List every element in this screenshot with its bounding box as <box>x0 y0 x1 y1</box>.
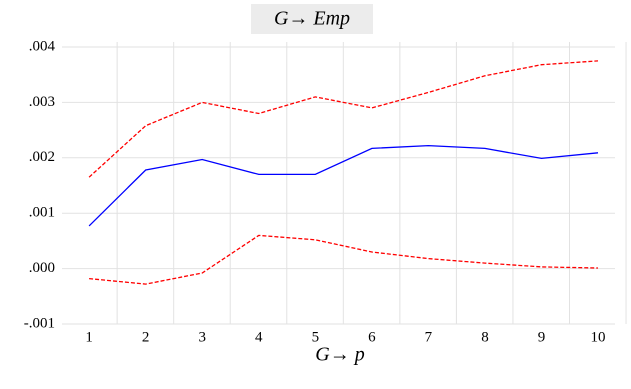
y-tick-label: .002 <box>29 149 55 165</box>
series-line <box>89 234 599 285</box>
x-tick-label: 10 <box>591 329 606 345</box>
x-tick-label: 5 <box>312 329 320 345</box>
series-line <box>88 60 599 178</box>
x-tick-label: 8 <box>481 329 489 345</box>
chart-title: G→ Emp <box>274 8 350 30</box>
title-background <box>251 4 373 34</box>
y-tick-label: -.001 <box>24 315 55 331</box>
x-tick-label: 7 <box>425 329 433 345</box>
x-tick-label: 3 <box>198 329 206 345</box>
x-axis-label: G→ p <box>315 344 364 366</box>
x-tick-label: 2 <box>142 329 150 345</box>
y-tick-label: .003 <box>29 94 55 110</box>
y-tick-label: .004 <box>29 38 56 54</box>
y-tick-label: .001 <box>29 205 55 221</box>
x-tick-label: 4 <box>255 329 263 345</box>
x-tick-label: 6 <box>368 329 376 345</box>
x-tick-label: 9 <box>538 329 546 345</box>
series-line <box>88 144 599 227</box>
x-tick-label: 1 <box>85 329 93 345</box>
y-tick-label: .000 <box>29 260 55 276</box>
